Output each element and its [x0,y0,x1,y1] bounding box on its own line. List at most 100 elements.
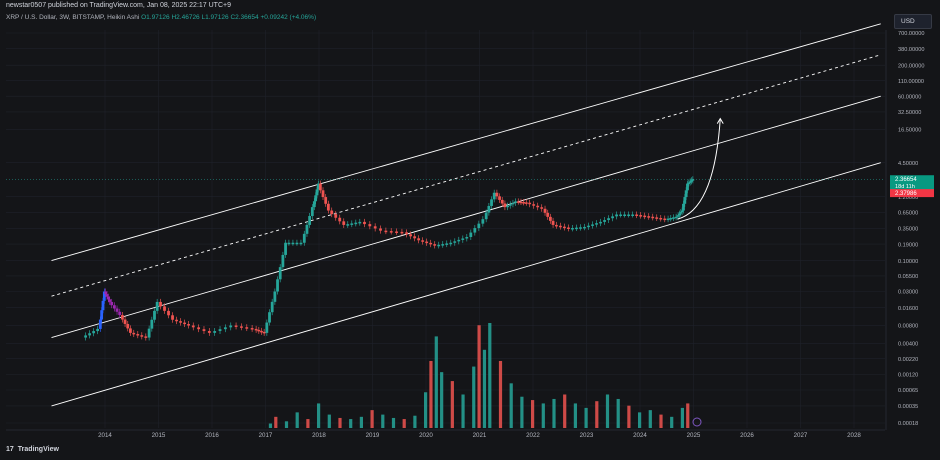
candle-body [179,321,182,323]
other-price-tag [890,189,934,198]
candle-body [257,329,261,332]
candle-body [492,192,496,200]
candle-body [202,329,206,332]
tradingview-footer: 17 TradingView [6,446,59,453]
price-tick-label: 0.10000 [898,259,918,265]
candle-body [305,224,309,234]
time-tick-label: 2018 [312,432,326,439]
candle-body [571,228,574,230]
candle-body [506,205,509,208]
candle-body [461,238,465,240]
candle-body [457,239,461,242]
candle-body [555,224,558,227]
price-tick-label: 110.00000 [898,79,924,85]
volume-bar [413,415,417,428]
volume-bar [381,414,385,428]
candle-body [312,201,316,208]
candle-body [603,220,606,222]
candle-body [163,306,166,311]
last-price-value: 2.36654 [895,177,917,183]
volume-bar [595,401,599,428]
candle-body [679,212,683,214]
candle-body [481,219,485,224]
candle-body [639,215,643,217]
candle-body [373,226,377,229]
candle-body [291,242,295,245]
channel-midline [51,54,881,297]
candle-body [96,328,100,332]
volume-bar [327,414,331,428]
price-axis[interactable]: 700.00000 380.00000 200.00000 110.00000 60.0… [885,30,924,430]
candle-body [88,333,92,336]
candle-body [484,212,488,220]
time-axis[interactable]: 2014 2015 2016 2017 2018 2019 2020 2021 2022 2023… [6,429,885,439]
candle-body [651,216,655,219]
candle-body [84,335,88,338]
projection-arrow[interactable] [677,117,724,220]
candle-body [270,301,274,313]
symbol-legend: XRP / U.S. Dollar, 3W, BITSTAMP, Heikin … [6,14,316,21]
volume-bar [477,325,481,428]
candle-body [495,192,499,197]
candle-body [469,232,473,238]
symbol-title[interactable]: XRP / U.S. Dollar, 3W, BITSTAMP, Heikin … [6,14,140,21]
candle-body [421,240,425,242]
candle-body [524,202,528,204]
currency-selector[interactable]: USD [894,14,932,29]
price-tick-label: 4.50000 [898,161,918,167]
candle-body [308,216,312,225]
volume-bar [370,410,374,428]
volume-bars [268,323,690,428]
volume-bar [440,372,444,428]
last-price-tag [890,175,934,191]
volume-bar [638,412,642,428]
volume-bar [429,360,433,428]
candle-body [310,207,314,217]
time-tick-label: 2016 [205,432,219,439]
candle-body [324,197,328,204]
price-tick-label: 0.19000 [898,242,918,248]
candle-body [389,231,393,233]
candle-body [503,203,507,208]
price-tick-label: 32.50000 [898,110,921,116]
price-tick-label: 0.00018 [898,421,918,427]
channel-lines[interactable] [51,23,881,407]
candle-body [126,323,130,329]
candle-body [334,214,338,218]
candle-body [395,231,398,233]
candle-body [197,327,201,330]
candle-body [153,310,156,320]
candle-body [316,183,320,190]
candle-body [627,214,631,217]
candle-body [105,294,109,297]
candle-body [98,319,102,329]
candle-body [302,233,306,243]
candle-body [575,227,578,230]
candle-body [655,217,659,219]
candle-body [187,324,190,326]
brand-name: TradingView [17,446,59,453]
volume-bar [461,394,465,428]
candle-body [314,195,318,202]
candle-body [159,301,162,307]
channel-line [51,162,881,407]
candle-body [663,218,667,221]
candle-body [546,212,550,217]
candle-body [631,214,635,217]
ohlc-open: O1.97126 [141,14,170,21]
volume-bar [274,416,278,428]
volume-bar [317,403,321,428]
candle-body [449,242,453,245]
candle-body [522,202,526,204]
candle-body [106,296,110,300]
candle-body [487,205,491,213]
candle-body [354,222,358,225]
price-tick-label: 0.65000 [898,211,918,217]
tradingview-logo-icon: 17 [6,446,14,453]
price-tick-label: 0.00065 [898,388,918,394]
candle-body [615,214,618,217]
candle-body [123,319,127,324]
time-tick-label: 2025 [687,432,701,439]
volume-bar [686,403,690,428]
